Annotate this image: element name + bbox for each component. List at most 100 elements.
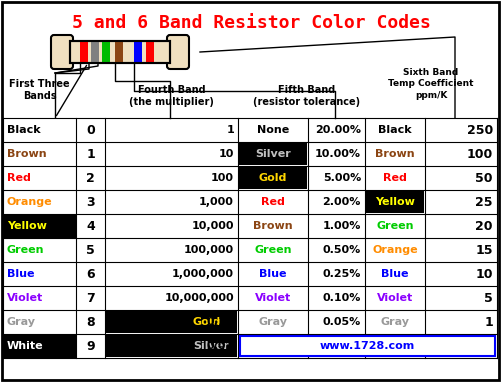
FancyBboxPatch shape <box>167 35 189 69</box>
Text: Yellow: Yellow <box>7 221 47 231</box>
Bar <box>3 142 76 166</box>
Text: 5 and 6 Band Resistor Color Codes: 5 and 6 Band Resistor Color Codes <box>72 14 430 32</box>
Bar <box>3 118 76 142</box>
Text: 20: 20 <box>475 220 493 233</box>
Text: Black: Black <box>7 125 41 135</box>
Text: Orange: Orange <box>372 245 418 255</box>
Text: 15: 15 <box>475 243 493 256</box>
Text: 10: 10 <box>475 267 493 280</box>
Text: 250: 250 <box>467 123 493 136</box>
Bar <box>366 191 424 213</box>
Text: 0.05%: 0.05% <box>323 317 361 327</box>
Text: 9: 9 <box>86 340 95 353</box>
Text: Blue: Blue <box>259 269 287 279</box>
Text: Black: Black <box>378 125 412 135</box>
Text: 1: 1 <box>226 125 234 135</box>
Text: 10,000: 10,000 <box>191 221 234 231</box>
Text: None: None <box>257 125 289 135</box>
Text: Red: Red <box>261 197 285 207</box>
Text: Silver: Silver <box>255 149 291 159</box>
Text: Blue: Blue <box>381 269 409 279</box>
Text: 5: 5 <box>484 291 493 304</box>
Text: Fourth Band
(the multiplier): Fourth Band (the multiplier) <box>129 85 214 107</box>
Text: 0.10%: 0.10% <box>323 293 361 303</box>
Bar <box>239 167 307 189</box>
Bar <box>115 41 123 63</box>
Text: 10: 10 <box>218 149 234 159</box>
Text: 1: 1 <box>86 147 95 160</box>
Text: 10,000,000: 10,000,000 <box>164 293 234 303</box>
Text: 0.50%: 0.50% <box>323 245 361 255</box>
Bar <box>70 41 170 63</box>
Text: 2.00%: 2.00% <box>323 197 361 207</box>
Text: Gray: Gray <box>7 317 36 327</box>
Text: 3: 3 <box>86 196 95 209</box>
Text: Brown: Brown <box>7 149 47 159</box>
Text: 1: 1 <box>484 316 493 329</box>
Text: 100: 100 <box>467 147 493 160</box>
Bar <box>3 214 76 238</box>
Text: Yellow: Yellow <box>375 197 415 207</box>
Text: White: White <box>7 341 44 351</box>
Text: Violet: Violet <box>255 293 291 303</box>
Bar <box>80 41 88 63</box>
Text: 100: 100 <box>211 173 234 183</box>
Bar <box>146 41 154 63</box>
Text: 100,000: 100,000 <box>184 245 234 255</box>
Text: 5: 5 <box>86 243 95 256</box>
Text: 1.00%: 1.00% <box>323 221 361 231</box>
Bar <box>3 334 76 358</box>
Bar <box>239 143 307 165</box>
Bar <box>240 336 495 356</box>
Text: Gold: Gold <box>193 317 221 327</box>
Text: 5.00%: 5.00% <box>323 173 361 183</box>
FancyBboxPatch shape <box>51 35 73 69</box>
Bar <box>3 310 76 334</box>
Text: 8: 8 <box>86 316 95 329</box>
Bar <box>102 41 110 63</box>
Text: 1,000: 1,000 <box>199 197 234 207</box>
Bar <box>3 262 76 286</box>
Text: Green: Green <box>254 245 292 255</box>
Text: Gray: Gray <box>380 317 409 327</box>
Bar <box>3 166 76 190</box>
Text: Blue: Blue <box>7 269 35 279</box>
Text: 2: 2 <box>86 172 95 185</box>
Text: 0: 0 <box>86 123 95 136</box>
Bar <box>106 335 237 357</box>
Text: Red: Red <box>383 173 407 183</box>
Text: 6: 6 <box>86 267 95 280</box>
Text: www.1728.com: www.1728.com <box>320 341 415 351</box>
Text: Fifth Band
(resistor tolerance): Fifth Band (resistor tolerance) <box>253 85 360 107</box>
Text: 0.25%: 0.25% <box>323 269 361 279</box>
Text: Gold: Gold <box>259 173 287 183</box>
Bar <box>3 286 76 310</box>
Text: Brown: Brown <box>375 149 415 159</box>
Text: Red: Red <box>7 173 31 183</box>
Text: 7: 7 <box>86 291 95 304</box>
Text: 20.00%: 20.00% <box>315 125 361 135</box>
Text: Sixth Band
Temp Coefficient
ppm/K: Sixth Band Temp Coefficient ppm/K <box>388 68 474 100</box>
Bar <box>70 41 170 63</box>
Bar <box>3 238 76 262</box>
Text: Green: Green <box>7 245 45 255</box>
Text: Violet: Violet <box>7 293 43 303</box>
Text: 0.01: 0.01 <box>207 341 234 351</box>
Text: 50: 50 <box>475 172 493 185</box>
Text: Brown: Brown <box>253 221 293 231</box>
Text: Silver: Silver <box>193 341 229 351</box>
Text: Gray: Gray <box>259 317 288 327</box>
Text: 1,000,000: 1,000,000 <box>172 269 234 279</box>
Text: First Three
Bands: First Three Bands <box>9 79 70 101</box>
Text: Orange: Orange <box>7 197 53 207</box>
Bar <box>3 190 76 214</box>
Bar <box>134 41 142 63</box>
Text: 0.10: 0.10 <box>207 317 234 327</box>
Text: 25: 25 <box>475 196 493 209</box>
Text: 10.00%: 10.00% <box>315 149 361 159</box>
Text: 4: 4 <box>86 220 95 233</box>
Text: Violet: Violet <box>377 293 413 303</box>
Bar <box>106 311 237 333</box>
Bar <box>91 41 99 63</box>
Text: Green: Green <box>376 221 414 231</box>
